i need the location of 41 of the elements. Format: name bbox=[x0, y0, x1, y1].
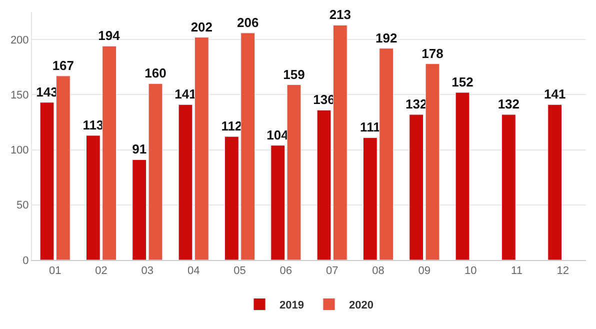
x-tick-label: 09 bbox=[418, 265, 431, 278]
y-tick-label: 0 bbox=[22, 254, 29, 267]
data-label: 141 bbox=[174, 86, 196, 102]
data-label: 159 bbox=[283, 66, 305, 82]
legend-label: 2020 bbox=[348, 300, 374, 312]
x-tick-label: 05 bbox=[234, 265, 246, 278]
x-tick-label: 04 bbox=[187, 265, 200, 278]
data-label: 178 bbox=[422, 46, 444, 61]
data-label: 192 bbox=[375, 30, 398, 46]
data-label: 111 bbox=[360, 120, 380, 135]
x-tick-label: 03 bbox=[141, 265, 154, 278]
y-tick-label: 200 bbox=[10, 34, 29, 46]
x-tick-label: 12 bbox=[556, 265, 570, 278]
data-label: 202 bbox=[190, 19, 213, 34]
data-label: 213 bbox=[329, 7, 352, 22]
data-label: 206 bbox=[236, 14, 259, 30]
bar bbox=[455, 92, 470, 260]
data-label: 132 bbox=[498, 96, 520, 112]
x-tick-label: 11 bbox=[511, 265, 522, 278]
data-label: 194 bbox=[98, 28, 121, 44]
bar bbox=[502, 114, 516, 260]
data-label: 141 bbox=[544, 86, 566, 102]
x-tick-label: 01 bbox=[48, 265, 62, 278]
x-tick-label: 10 bbox=[464, 265, 477, 278]
data-label: 112 bbox=[221, 118, 242, 134]
data-label: 104 bbox=[266, 127, 290, 142]
y-tick-label: 150 bbox=[10, 90, 29, 102]
data-label: 160 bbox=[144, 66, 166, 81]
y-tick-label: 50 bbox=[16, 200, 29, 212]
x-tick-label: 07 bbox=[326, 265, 338, 278]
data-label: 132 bbox=[405, 96, 428, 112]
bar bbox=[548, 104, 562, 260]
x-tick-label: 08 bbox=[372, 265, 384, 278]
x-tick-label: 02 bbox=[95, 265, 108, 278]
x-tick-label: 06 bbox=[280, 265, 292, 278]
y-tick-label: 100 bbox=[10, 144, 29, 157]
legend-label: 2019 bbox=[280, 300, 304, 312]
data-label: 113 bbox=[82, 117, 104, 132]
data-label: 167 bbox=[52, 58, 74, 73]
data-label: 91 bbox=[132, 142, 147, 157]
data-label: 152 bbox=[452, 74, 474, 90]
